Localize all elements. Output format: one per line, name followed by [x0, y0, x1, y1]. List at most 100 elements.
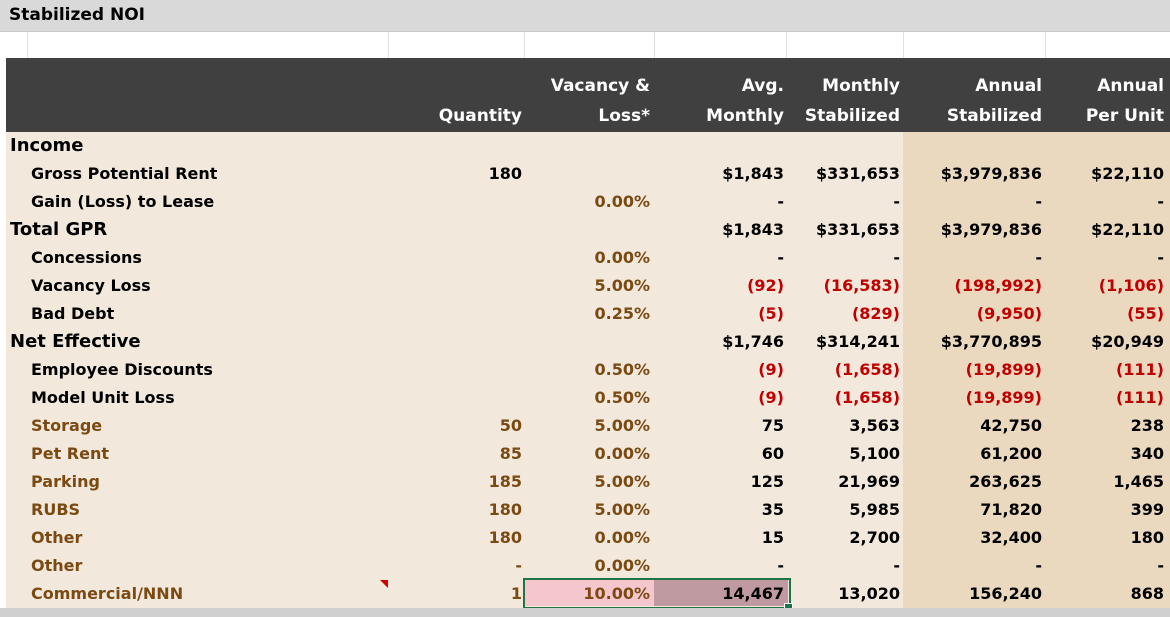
cell-vac[interactable]: 10.00% [583, 584, 650, 603]
row-label[interactable]: Model Unit Loss [31, 388, 175, 407]
cell-avg[interactable]: 15 [761, 528, 784, 547]
cell-vac[interactable]: 0.50% [594, 388, 650, 407]
cell-mon[interactable]: - [893, 192, 900, 211]
cell-mon[interactable]: 2,700 [849, 528, 900, 547]
cell-mon[interactable]: 13,020 [838, 584, 900, 603]
cell-per[interactable]: (55) [1127, 304, 1164, 323]
cell-mon[interactable]: 5,985 [849, 500, 900, 519]
cell-ann[interactable]: $3,770,895 [940, 332, 1042, 351]
row-label[interactable]: Employee Discounts [31, 360, 213, 379]
cell-vac[interactable]: 0.00% [594, 444, 650, 463]
cell-mon[interactable]: (829) [851, 304, 900, 323]
cell-ann[interactable]: (19,899) [965, 388, 1042, 407]
cell-mon[interactable]: (1,658) [834, 388, 900, 407]
cell-avg[interactable]: 75 [761, 416, 784, 435]
cell-vac[interactable]: 0.00% [594, 248, 650, 267]
row-label[interactable]: Income [10, 135, 84, 156]
row-label[interactable]: Bad Debt [31, 304, 115, 323]
cell-mon[interactable]: (1,658) [834, 360, 900, 379]
blank-row[interactable] [0, 32, 1170, 58]
row-label[interactable]: Parking [31, 472, 100, 491]
cell-avg[interactable]: (5) [758, 304, 784, 323]
cell-ann[interactable]: - [1035, 192, 1042, 211]
cell-vac[interactable]: 5.00% [594, 416, 650, 435]
cell-per[interactable]: - [1157, 248, 1164, 267]
cell-ann[interactable]: 32,400 [980, 528, 1042, 547]
cell-avg[interactable]: $1,843 [722, 220, 784, 239]
cell-mon[interactable]: $331,653 [815, 220, 900, 239]
cell-vac[interactable]: 0.00% [594, 192, 650, 211]
row-label[interactable]: Net Effective [10, 331, 141, 352]
cell-vac[interactable]: 0.50% [594, 360, 650, 379]
cell-vac[interactable]: 5.00% [594, 500, 650, 519]
cell-avg[interactable]: (9) [758, 388, 784, 407]
cell-mon[interactable]: - [893, 248, 900, 267]
cell-avg[interactable]: 14,467 [722, 584, 784, 603]
cell-vac[interactable]: 0.00% [594, 528, 650, 547]
cell-per[interactable]: - [1157, 556, 1164, 575]
cell-per[interactable]: (111) [1115, 388, 1164, 407]
cell-avg[interactable]: 60 [761, 444, 784, 463]
cell-per[interactable]: - [1157, 192, 1164, 211]
cell-per[interactable]: 180 [1130, 528, 1164, 547]
comment-indicator-icon[interactable] [380, 580, 388, 588]
cell-mon[interactable]: $314,241 [815, 332, 900, 351]
cell-avg[interactable]: - [777, 192, 784, 211]
cell-ann[interactable]: 42,750 [980, 416, 1042, 435]
row-label[interactable]: RUBS [31, 500, 81, 519]
cell-avg[interactable]: 125 [750, 472, 784, 491]
cell-per[interactable]: $20,949 [1091, 332, 1164, 351]
cell-ann[interactable]: 61,200 [980, 444, 1042, 463]
cell-avg[interactable]: - [777, 248, 784, 267]
cell-per[interactable]: 399 [1130, 500, 1164, 519]
row-label[interactable]: Total GPR [10, 219, 108, 240]
cell-avg[interactable]: $1,843 [722, 164, 784, 183]
cell-mon[interactable]: - [893, 556, 900, 575]
cell-per[interactable]: $22,110 [1091, 220, 1164, 239]
cell-qty[interactable]: 180 [488, 528, 522, 547]
cell-per[interactable]: 340 [1130, 444, 1164, 463]
row-label[interactable]: Gross Potential Rent [31, 164, 218, 183]
row-label[interactable]: Storage [31, 416, 103, 435]
row-label[interactable]: Other [31, 528, 83, 547]
selected-cell-avg[interactable] [654, 579, 788, 606]
cell-vac[interactable]: 5.00% [594, 276, 650, 295]
cell-avg[interactable]: (92) [747, 276, 784, 295]
cell-qty[interactable]: 185 [488, 472, 522, 491]
cell-ann[interactable]: - [1035, 556, 1042, 575]
cell-avg[interactable]: - [777, 556, 784, 575]
row-label[interactable]: Vacancy Loss [31, 276, 151, 295]
cell-ann[interactable]: - [1035, 248, 1042, 267]
cell-per[interactable]: 238 [1130, 416, 1164, 435]
cell-ann[interactable]: (19,899) [965, 360, 1042, 379]
cell-avg[interactable]: (9) [758, 360, 784, 379]
row-label[interactable]: Pet Rent [31, 444, 110, 463]
cell-qty[interactable]: 180 [488, 500, 522, 519]
cell-mon[interactable]: 21,969 [838, 472, 900, 491]
cell-ann[interactable]: 71,820 [980, 500, 1042, 519]
cell-mon[interactable]: (16,583) [823, 276, 900, 295]
selected-cell-vacancy[interactable] [524, 579, 654, 606]
cell-vac[interactable]: 5.00% [594, 472, 650, 491]
cell-per[interactable]: (111) [1115, 360, 1164, 379]
row-label[interactable]: Commercial/NNN [31, 584, 184, 603]
cell-avg[interactable]: $1,746 [722, 332, 784, 351]
cell-vac[interactable]: 0.00% [594, 556, 650, 575]
cell-avg[interactable]: 35 [761, 500, 784, 519]
cell-qty[interactable]: 85 [499, 444, 522, 463]
cell-ann[interactable]: (198,992) [954, 276, 1043, 295]
cell-vac[interactable]: 0.25% [594, 304, 650, 323]
cell-per[interactable]: 1,465 [1113, 472, 1164, 491]
cell-qty[interactable]: 1 [510, 584, 522, 603]
cell-ann[interactable]: $3,979,836 [940, 220, 1042, 239]
cell-qty[interactable]: - [515, 556, 522, 575]
row-label[interactable]: Other [31, 556, 83, 575]
cell-mon[interactable]: 5,100 [849, 444, 900, 463]
cell-mon[interactable]: 3,563 [849, 416, 900, 435]
cell-qty[interactable]: 180 [488, 164, 522, 183]
row-label[interactable]: Concessions [31, 248, 142, 267]
row-label[interactable]: Gain (Loss) to Lease [31, 192, 215, 211]
cell-qty[interactable]: 50 [499, 416, 522, 435]
cell-per[interactable]: (1,106) [1098, 276, 1164, 295]
cell-ann[interactable]: (9,950) [976, 304, 1042, 323]
